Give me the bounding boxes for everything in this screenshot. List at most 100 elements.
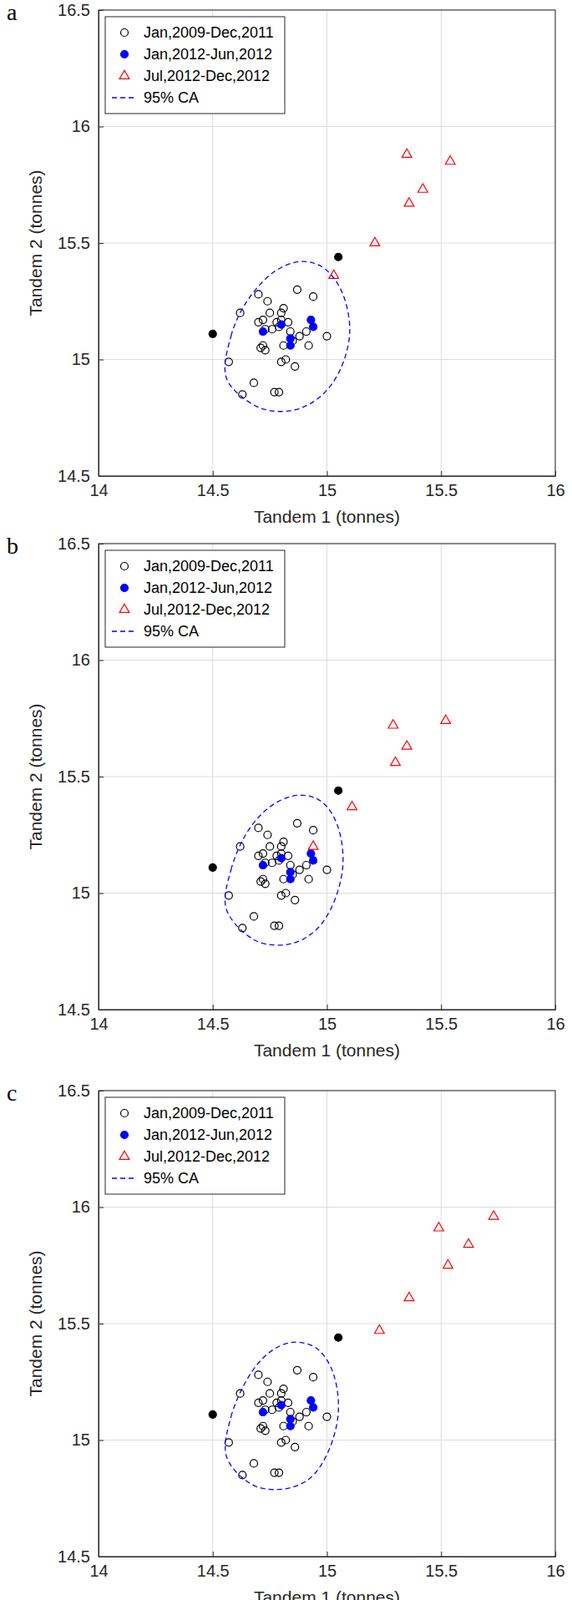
tick-label: 15 <box>71 349 91 369</box>
point <box>334 1333 343 1342</box>
tick: 14.5 <box>197 1004 230 1033</box>
tick-mark <box>98 475 104 477</box>
y-axis-label: Tandem 2 (tonnes) <box>25 1250 46 1397</box>
point <box>304 875 313 883</box>
legend-box <box>105 1097 285 1195</box>
point <box>445 156 456 165</box>
point <box>282 1436 290 1444</box>
point <box>277 320 285 329</box>
tick-mark <box>440 470 442 476</box>
tick: 15.5 <box>425 1551 458 1580</box>
legend-symbol <box>121 50 129 59</box>
tick: 15.5 <box>57 767 104 786</box>
tick: 16 <box>71 116 104 136</box>
tick-label: 16.5 <box>57 0 91 20</box>
tick-label: 15.5 <box>57 767 91 786</box>
point <box>263 830 272 839</box>
tick-mark <box>98 126 104 128</box>
point <box>286 1422 294 1430</box>
tick: 15.5 <box>425 1004 458 1033</box>
point <box>323 1412 331 1421</box>
point <box>293 819 301 827</box>
panel: 1414.51515.51614.51515.51616.5Tandem 1 (… <box>6 0 566 527</box>
point <box>308 840 319 850</box>
point <box>334 253 343 261</box>
point <box>258 328 267 336</box>
legend-label: Jan,2009-Dec,2011 <box>143 1104 274 1122</box>
y-axis-label: Tandem 2 (tonnes) <box>25 703 46 850</box>
x-axis-label: Tandem 1 (tonnes) <box>253 1587 400 1600</box>
point <box>309 826 318 835</box>
legend-symbol <box>121 1131 129 1139</box>
grid <box>98 1090 556 1557</box>
legend-symbol <box>119 603 130 613</box>
point <box>347 800 358 810</box>
tick-mark <box>98 1009 104 1011</box>
plot-frame <box>98 543 556 1010</box>
plot-frame <box>98 10 556 476</box>
point <box>286 328 294 336</box>
tick-label: 14.5 <box>197 480 230 500</box>
axis-line <box>99 475 557 477</box>
tick: 15 <box>71 349 104 369</box>
point <box>302 328 310 336</box>
point <box>268 325 276 334</box>
legend-label: Jul,2012-Dec,2012 <box>143 67 270 85</box>
tick: 14.5 <box>197 470 230 500</box>
point <box>323 332 331 340</box>
point <box>249 1459 258 1468</box>
legend-symbol <box>121 584 129 593</box>
panel-label: c <box>6 1079 17 1106</box>
point <box>277 1389 285 1398</box>
point <box>463 1238 474 1247</box>
point <box>309 293 318 301</box>
point <box>254 318 263 326</box>
tick-label: 16.5 <box>57 1081 91 1100</box>
panel-label: b <box>6 532 19 559</box>
tick-mark <box>98 1556 104 1558</box>
point <box>334 786 343 795</box>
legend-label: Jul,2012-Dec,2012 <box>143 1148 270 1165</box>
point <box>295 1412 304 1421</box>
y-axis: 14.51515.51616.5 <box>57 534 104 1019</box>
tick-mark <box>98 776 104 778</box>
point <box>254 290 263 299</box>
point <box>440 714 451 724</box>
point <box>257 877 265 886</box>
series <box>224 1366 331 1479</box>
point <box>417 183 428 193</box>
point <box>282 355 290 364</box>
tick-label: 15.5 <box>425 1014 458 1033</box>
point <box>307 850 315 858</box>
point <box>293 1366 301 1374</box>
point <box>277 308 285 317</box>
legend-symbol <box>111 96 137 98</box>
point <box>266 842 274 851</box>
point <box>257 344 265 352</box>
legend-symbol <box>111 630 137 632</box>
point <box>208 863 217 871</box>
point <box>208 329 217 338</box>
axis-line <box>99 1009 557 1011</box>
point <box>309 323 318 331</box>
tick: 15 <box>71 883 104 902</box>
point <box>434 1222 445 1231</box>
tick-label: 14 <box>89 1561 108 1580</box>
legend-symbol <box>119 70 130 79</box>
point <box>261 346 269 355</box>
grid-line <box>98 776 556 778</box>
point <box>263 1377 272 1386</box>
tick: 14.5 <box>197 1551 230 1580</box>
tick-mark <box>440 1551 442 1557</box>
point <box>236 1389 244 1398</box>
plot-frame <box>98 1090 556 1557</box>
point <box>388 719 399 729</box>
tick-label: 16 <box>71 116 91 136</box>
y-axis-label: Tandem 2 (tonnes) <box>25 169 46 316</box>
tick: 15.5 <box>57 1314 104 1333</box>
point <box>277 1438 285 1447</box>
point <box>258 1408 267 1417</box>
tick-label: 14.5 <box>57 466 91 486</box>
legend-box <box>105 550 285 648</box>
confidence-area <box>225 794 344 946</box>
